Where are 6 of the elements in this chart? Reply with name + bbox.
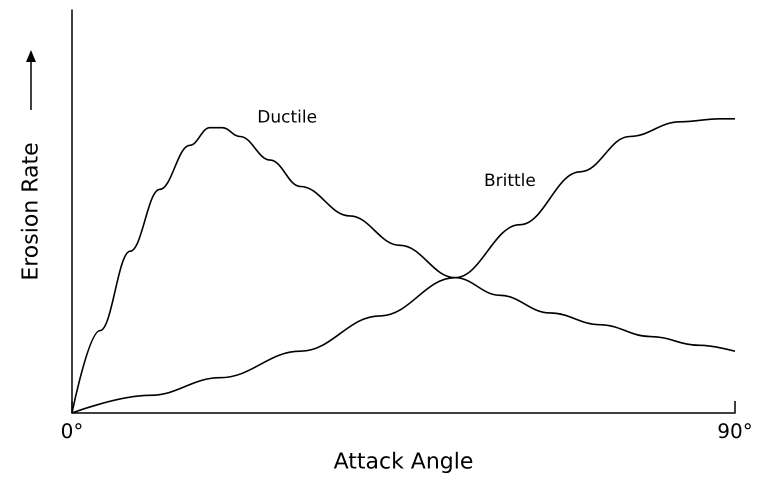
x-tick-label: 90° — [717, 419, 753, 443]
y-axis-title: Erosion Rate — [18, 142, 44, 281]
x-tick-label: 0° — [60, 419, 84, 443]
series-label: Ductile — [257, 108, 318, 128]
series-label: Brittle — [484, 171, 536, 192]
x-axis-title: Attack Angle — [334, 450, 474, 474]
